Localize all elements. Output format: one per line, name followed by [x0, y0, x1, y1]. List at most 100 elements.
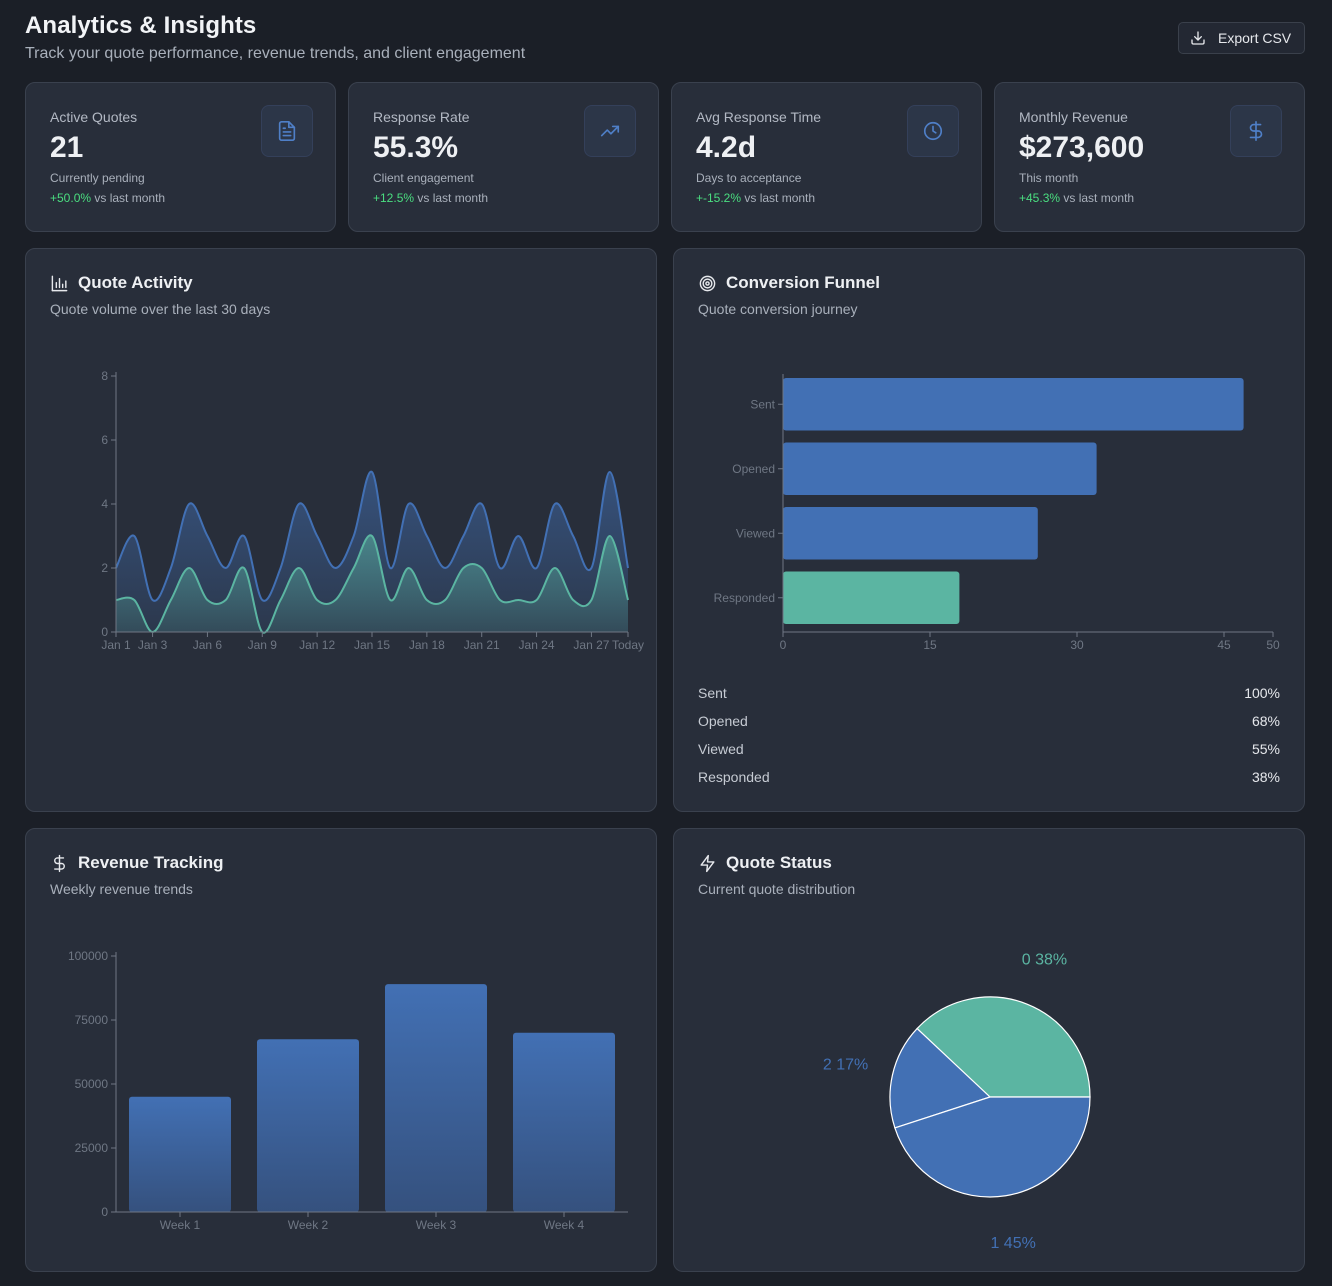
- stat-change: +45.3% vs last month: [1019, 191, 1134, 205]
- y-tick-label: 0: [101, 1205, 108, 1219]
- pie-slice: [889, 1027, 992, 1129]
- stat-change-suffix: vs last month: [414, 191, 489, 205]
- panel-subtitle: Current quote distribution: [698, 881, 856, 897]
- stat-value: 55.3%: [373, 131, 459, 164]
- revenue-bar: [385, 984, 487, 1212]
- quote-status-panel: Quote Status Current quote distribution …: [673, 828, 1305, 1272]
- page-title: Analytics & Insights: [25, 12, 257, 39]
- revenue-tracking-panel: Revenue Tracking Weekly revenue trends W…: [25, 828, 657, 1272]
- area-fill-series-1: [116, 535, 628, 633]
- stat-caption: Client engagement: [373, 171, 474, 185]
- x-tick-label: Jan 1: [101, 638, 131, 652]
- pie-slice-label: 1 45%: [990, 1235, 1035, 1252]
- y-tick-label: 50000: [75, 1077, 109, 1091]
- stat-change: +-15.2% vs last month: [696, 191, 815, 205]
- funnel-stage: Responded: [698, 769, 770, 785]
- stat-label: Active Quotes: [50, 109, 138, 125]
- panel-title: Conversion Funnel: [726, 273, 880, 292]
- export-csv-button[interactable]: Export CSV: [1178, 22, 1305, 54]
- panel-subtitle: Quote conversion journey: [698, 301, 858, 317]
- pie-slice: [916, 996, 1091, 1098]
- panel-title: Quote Status: [726, 853, 832, 872]
- list-item: Sent 100%: [698, 685, 1280, 713]
- funnel-percent: 55%: [1251, 741, 1280, 757]
- panel-header: Revenue Tracking: [50, 853, 224, 873]
- lightning-icon: [698, 854, 717, 873]
- pie-slice-label: 0 38%: [1022, 951, 1067, 968]
- funnel-stage: Sent: [698, 685, 727, 701]
- stat-change-value: +-15.2%: [696, 191, 742, 205]
- revenue-bar: [257, 1039, 359, 1212]
- stat-value: 4.2d: [696, 131, 757, 164]
- x-tick-label: Jan 3: [138, 638, 168, 652]
- revenue-chart: Week 1 Week 2 Week 3 Week 4 0 25000 50000 75000…: [68, 949, 628, 1232]
- panel-subtitle: Weekly revenue trends: [50, 881, 193, 897]
- y-tick-label: Viewed: [736, 526, 775, 540]
- area-line-series-0: [115, 470, 629, 602]
- stat-label: Monthly Revenue: [1019, 109, 1128, 125]
- panel-header: Quote Status: [698, 853, 832, 873]
- panel-header: Conversion Funnel: [698, 273, 880, 293]
- stat-card-response-rate: Response Rate 55.3% Client engagement +1…: [348, 82, 659, 232]
- quote-status-pie: 0 38% 2 17% 1 45%: [823, 951, 1091, 1252]
- document-icon: [261, 105, 313, 157]
- stat-change-suffix: vs last month: [741, 191, 816, 205]
- y-tick-label: 0: [101, 625, 108, 639]
- x-tick-label: 15: [923, 638, 937, 652]
- funnel-percent: 100%: [1244, 685, 1280, 701]
- y-tick-label: 6: [101, 433, 108, 447]
- dollar-icon: [50, 854, 69, 873]
- stat-value: 21: [50, 131, 84, 164]
- list-item: Viewed 55%: [698, 741, 1280, 769]
- revenue-bar: [513, 1032, 615, 1212]
- list-item: Responded 38%: [698, 769, 1280, 797]
- revenue-bar: [129, 1096, 231, 1212]
- trending-up-icon: [584, 105, 636, 157]
- y-tick-label: 8: [101, 369, 108, 383]
- funnel-bar: [783, 442, 1097, 495]
- download-icon: [1190, 30, 1206, 46]
- quote-activity-panel: Quote Activity Quote volume over the las…: [25, 248, 657, 812]
- stat-change-suffix: vs last month: [1060, 191, 1135, 205]
- y-tick-label: 4: [101, 497, 108, 511]
- x-tick-label: Week 1: [160, 1218, 201, 1232]
- panel-title: Quote Activity: [78, 273, 193, 292]
- area-line-series-1: [115, 534, 629, 634]
- funnel-stage: Viewed: [698, 741, 744, 757]
- pie-slice: [894, 1096, 1091, 1198]
- panel-subtitle: Quote volume over the last 30 days: [50, 301, 271, 317]
- funnel-bar: [783, 507, 1038, 560]
- stat-label: Avg Response Time: [696, 109, 822, 125]
- panel-title: Revenue Tracking: [78, 853, 224, 872]
- page-header: Analytics & Insights Track your quote pe…: [25, 12, 1305, 72]
- funnel-percentages: Sent 100% Opened 68% Viewed 55% Responded 38…: [698, 685, 1280, 797]
- conversion-funnel-panel: Conversion Funnel Quote conversion journ…: [673, 248, 1305, 812]
- funnel-bar: [783, 571, 960, 624]
- stat-change-value: +45.3%: [1019, 191, 1061, 205]
- x-tick-label: Jan 18: [409, 638, 445, 652]
- x-tick-label: 30: [1070, 638, 1084, 652]
- x-tick-label: Jan 27: [573, 638, 609, 652]
- stat-card-avg-response-time: Avg Response Time 4.2d Days to acceptanc…: [671, 82, 982, 232]
- export-csv-label: Export CSV: [1218, 30, 1292, 46]
- target-icon: [698, 274, 717, 293]
- x-tick-label: Jan 12: [299, 638, 335, 652]
- stat-change: +50.0% vs last month: [50, 191, 165, 205]
- funnel-bar: [783, 378, 1244, 431]
- panel-header: Quote Activity: [50, 273, 193, 293]
- conversion-funnel-chart: Sent Opened Viewed Responded 0 15 30 45 50: [714, 374, 1280, 652]
- funnel-percent: 68%: [1251, 713, 1280, 729]
- y-tick-label: 75000: [75, 1013, 109, 1027]
- stat-change: +12.5% vs last month: [373, 191, 488, 205]
- x-tick-label: Today: [612, 638, 644, 652]
- quote-activity-chart: 0 2 4 6 8 Jan 1 Jan 3 Jan 6 Jan 9 Jan 12 Jan 15 Jan…: [101, 369, 644, 652]
- bar-chart-icon: [50, 274, 69, 293]
- funnel-percent: 38%: [1251, 769, 1280, 785]
- x-tick-label: 0: [780, 638, 787, 652]
- x-tick-label: Jan 15: [354, 638, 390, 652]
- x-tick-label: Jan 6: [193, 638, 223, 652]
- stat-label: Response Rate: [373, 109, 470, 125]
- stat-change-value: +12.5%: [373, 191, 415, 205]
- x-tick-label: Jan 24: [519, 638, 555, 652]
- x-tick-label: Week 3: [416, 1218, 457, 1232]
